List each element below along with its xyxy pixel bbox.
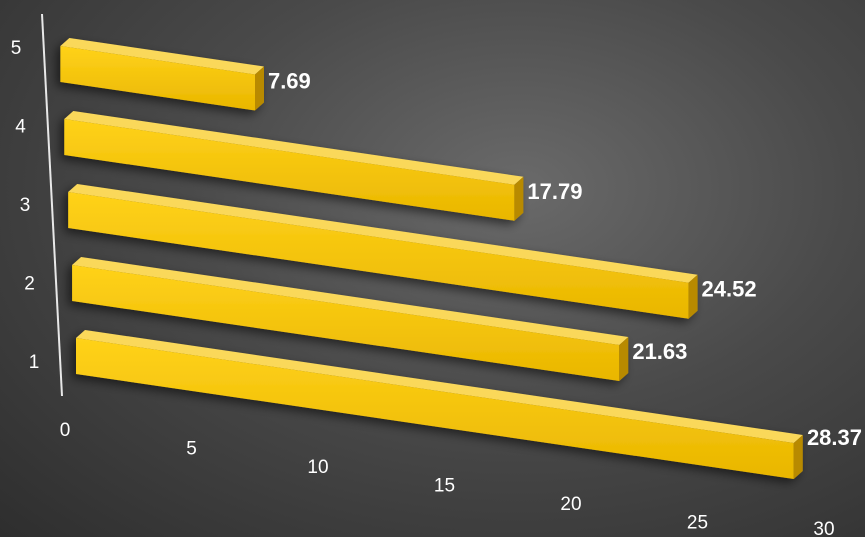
x-tick-label-10: 10 [307, 457, 328, 478]
x-tick-label-20: 20 [560, 494, 581, 515]
y-tick-label-3: 3 [20, 195, 31, 216]
x-tick-label-25: 25 [687, 513, 708, 534]
data-label-2: 21.63 [632, 339, 687, 364]
y-tick-label-2: 2 [24, 274, 35, 295]
y-tick-label-5: 5 [11, 38, 22, 59]
y-tick-label-1: 1 [29, 352, 40, 373]
y-axis-line [42, 14, 62, 396]
data-label-4: 17.79 [527, 179, 582, 204]
data-label-1: 28.37 [807, 425, 862, 450]
data-label-3: 24.52 [702, 277, 757, 302]
x-tick-label-30: 30 [813, 519, 834, 537]
x-tick-label-5: 5 [186, 439, 197, 460]
data-label-5: 7.69 [268, 68, 311, 93]
y-tick-label-4: 4 [15, 117, 26, 138]
bars-group [60, 38, 802, 479]
y-tick-labels: 1 2 3 4 5 [11, 38, 40, 373]
x-tick-label-0: 0 [60, 420, 71, 441]
bar-5 [60, 38, 264, 111]
x-tick-label-15: 15 [434, 476, 455, 497]
